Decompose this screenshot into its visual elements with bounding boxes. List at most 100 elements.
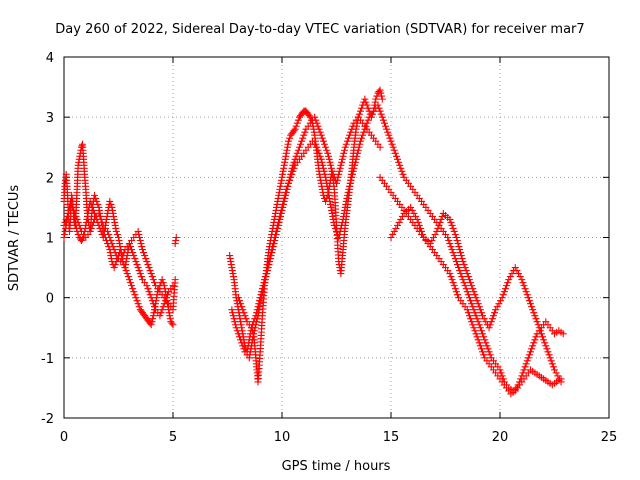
data-point <box>234 294 242 302</box>
data-point <box>341 143 349 151</box>
data-point <box>239 306 247 314</box>
data-point <box>338 155 346 163</box>
data-point <box>363 119 371 127</box>
data-point <box>472 330 480 338</box>
data-point <box>354 149 362 157</box>
data-point <box>547 357 555 365</box>
data-point <box>249 321 257 329</box>
data-point <box>132 258 140 266</box>
data-point <box>508 270 516 278</box>
data-point <box>251 315 259 323</box>
data-point <box>447 243 455 251</box>
data-point <box>522 360 530 368</box>
data-point <box>419 230 427 238</box>
data-point <box>232 324 240 332</box>
data-point <box>470 324 478 332</box>
y-tick-label: 1 <box>46 232 54 247</box>
data-point <box>147 294 155 302</box>
data-point <box>315 149 323 157</box>
data-point <box>231 318 239 326</box>
data-point <box>412 212 420 220</box>
data-point <box>325 152 333 160</box>
data-point <box>448 246 456 254</box>
data-point <box>171 276 179 284</box>
data-point <box>521 285 529 293</box>
data-point <box>479 348 487 356</box>
data-point <box>461 264 469 272</box>
data-point <box>382 122 390 130</box>
data-point <box>126 243 134 251</box>
data-point <box>233 327 241 335</box>
data-point <box>388 140 396 148</box>
data-point <box>335 170 343 178</box>
data-point <box>414 218 422 226</box>
axis-ticks <box>63 56 610 419</box>
data-point <box>464 309 472 317</box>
data-point <box>63 212 71 220</box>
data-point <box>486 351 494 359</box>
data-point <box>530 339 538 347</box>
data-point <box>459 258 467 266</box>
y-tick-label: -1 <box>41 352 54 367</box>
y-axis-label: SDTVAR / TECUs <box>7 185 22 292</box>
data-point <box>128 246 136 254</box>
data-point <box>444 234 452 241</box>
data-point <box>146 291 154 299</box>
data-point <box>348 170 356 178</box>
data-point <box>169 282 177 290</box>
data-point <box>529 342 537 350</box>
data-point <box>117 258 125 266</box>
data-point <box>361 95 369 103</box>
data-point <box>548 360 556 368</box>
data-point <box>378 95 386 103</box>
data-point <box>109 243 117 251</box>
data-point <box>130 252 138 260</box>
data-point <box>413 215 421 223</box>
data-point <box>135 267 143 275</box>
data-point <box>261 273 269 281</box>
data-point <box>67 197 75 205</box>
data-point <box>473 297 481 305</box>
data-point <box>498 294 506 302</box>
data-point <box>351 158 359 166</box>
data-point <box>398 167 406 175</box>
data-point <box>136 270 144 278</box>
data-point <box>516 378 524 386</box>
data-point <box>480 333 488 341</box>
data-point <box>69 203 77 211</box>
data-point <box>237 300 245 308</box>
data-point <box>271 234 279 241</box>
data-point <box>489 312 497 320</box>
data-point <box>524 354 532 362</box>
data-point <box>452 258 460 266</box>
data-point <box>346 179 354 187</box>
data-point <box>333 176 341 184</box>
data-point <box>229 312 237 320</box>
data-point <box>138 243 146 251</box>
data-point <box>94 200 102 208</box>
data-point <box>467 297 475 305</box>
data-point <box>231 321 239 329</box>
data-point <box>513 384 521 392</box>
data-point <box>468 300 476 308</box>
data-point <box>134 264 142 272</box>
data-point <box>452 288 460 296</box>
data-point <box>505 276 513 284</box>
data-point <box>546 354 554 362</box>
data-point <box>470 288 478 296</box>
data-point <box>254 303 262 311</box>
data-point <box>97 215 105 223</box>
data-point <box>479 330 487 338</box>
data-point <box>241 312 249 320</box>
data-point <box>258 285 266 293</box>
data-point <box>377 110 385 118</box>
data-point <box>315 125 323 133</box>
data-point <box>240 309 248 317</box>
data-point <box>455 264 463 272</box>
data-point <box>159 303 167 311</box>
data-point <box>552 369 560 377</box>
data-point <box>144 261 152 269</box>
data-point <box>460 261 468 269</box>
data-point <box>88 203 96 211</box>
data-point <box>343 137 351 145</box>
